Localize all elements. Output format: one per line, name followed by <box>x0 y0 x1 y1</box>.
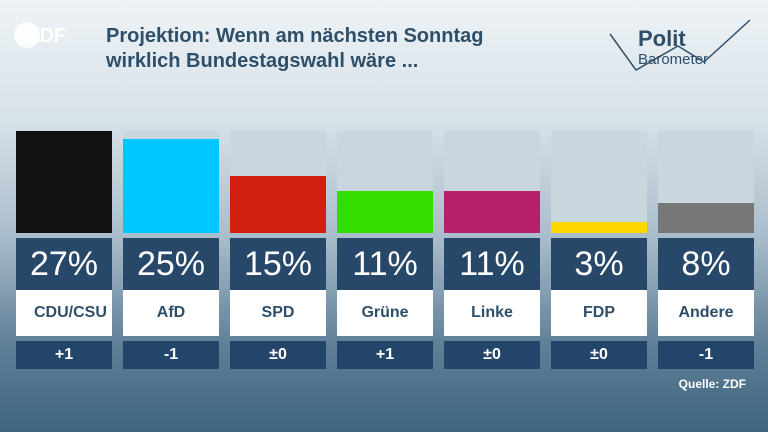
bar <box>551 221 647 233</box>
change-label: +1 <box>16 341 112 369</box>
party-name-label: Andere <box>658 290 754 336</box>
chart-title-line-2: wirklich Bundestagswahl wäre ... <box>106 50 419 72</box>
party-name-text: SPD <box>261 304 295 321</box>
party-name-label: SPD <box>230 290 326 336</box>
bar-value-label: 25% <box>123 238 219 290</box>
chart-title-line-1: Projektion: Wenn am nächsten Sonntag <box>106 25 484 47</box>
bar-value-label: 8% <box>658 238 754 290</box>
party-name-label: Grüne <box>337 290 433 336</box>
party-name-text: Grüne <box>361 304 409 321</box>
bar <box>230 176 326 233</box>
change-label: -1 <box>658 341 754 369</box>
chart-title: Projektion: Wenn am nächsten Sonntag wir… <box>106 24 576 74</box>
bar-track <box>551 131 647 233</box>
bar <box>658 202 754 233</box>
change-label: ±0 <box>551 341 647 369</box>
party-name-label: CDU/CSU <box>16 290 112 336</box>
change-label: +1 <box>337 341 433 369</box>
politbarometer-word-2: Barometer <box>638 51 709 68</box>
party-name-text: Andere <box>678 304 734 321</box>
bar <box>444 191 540 233</box>
politbarometer-logo: Polit Barometer <box>600 18 750 78</box>
bar-column: 27% CDU/CSU +1 <box>16 0 112 432</box>
politbarometer-word-1: Polit <box>638 26 686 51</box>
bar-column: 11% Grüne +1 <box>337 0 433 432</box>
bar-column: 11% Linke ±0 <box>444 0 540 432</box>
bar-value-label: 11% <box>337 238 433 290</box>
party-name-text: AfD <box>156 304 186 321</box>
zdf-logo: ZDF <box>14 22 78 52</box>
bar <box>337 191 433 233</box>
bar-value-label: 27% <box>16 238 112 290</box>
bar-column: 8% Andere -1 <box>658 0 754 432</box>
party-name-label: AfD <box>123 290 219 336</box>
bar-value-label: 11% <box>444 238 540 290</box>
zdf-logo-text: ZDF <box>28 25 66 47</box>
zdf-logo-mark <box>14 22 40 48</box>
party-name-text: Linke <box>471 304 513 321</box>
bar <box>16 131 112 233</box>
bar-column: 3% FDP ±0 <box>551 0 647 432</box>
change-label: ±0 <box>230 341 326 369</box>
bar <box>123 138 219 233</box>
party-name-text: FDP <box>583 304 615 321</box>
change-label: -1 <box>123 341 219 369</box>
party-name-label: FDP <box>551 290 647 336</box>
party-name-text: CDU/CSU <box>34 304 107 321</box>
change-label: ±0 <box>444 341 540 369</box>
bar-value-label: 15% <box>230 238 326 290</box>
source-label: Quelle: ZDF <box>678 377 746 391</box>
bar-column: 25% AfD -1 <box>123 0 219 432</box>
politbarometer-graph-icon <box>609 19 750 71</box>
party-name-label: Linke <box>444 290 540 336</box>
bar-value-label: 3% <box>551 238 647 290</box>
bar-column: 15% SPD ±0 <box>230 0 326 432</box>
